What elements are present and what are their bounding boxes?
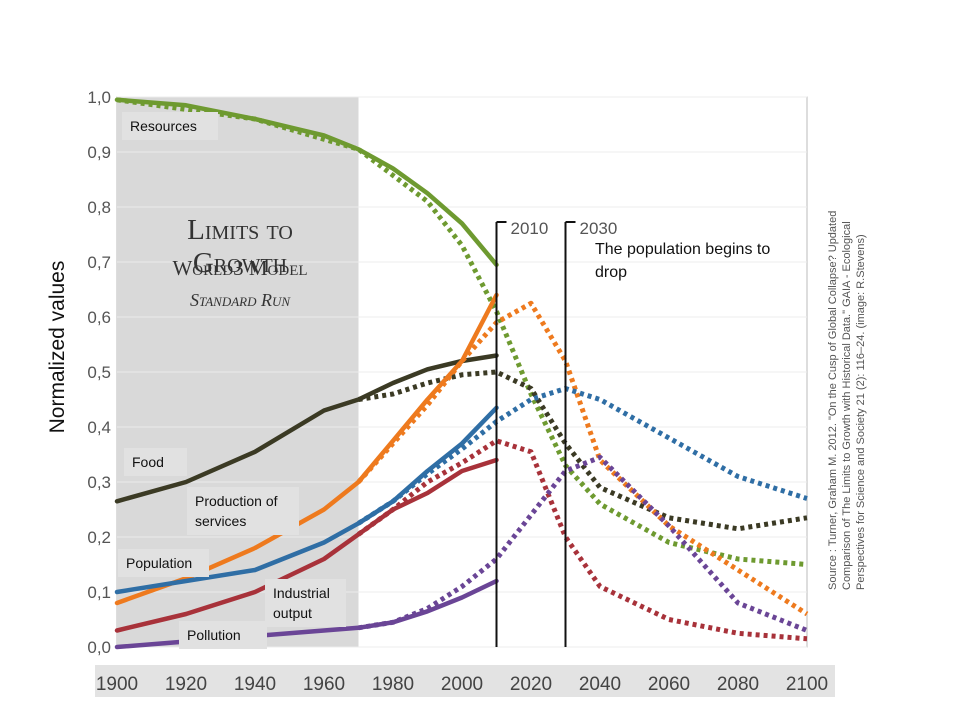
y-tick-label: 0,3 — [87, 473, 111, 492]
marker-label-2010: 2010 — [511, 219, 549, 238]
x-tick-label: 2100 — [786, 674, 828, 695]
x-tick-label: 1980 — [372, 674, 414, 695]
x-axis-strip — [95, 665, 835, 697]
y-axis-label: Normalized values — [46, 260, 69, 434]
x-tick-label: 1900 — [96, 674, 138, 695]
x-tick-label: 2020 — [510, 674, 552, 695]
x-tick-label: 2060 — [648, 674, 690, 695]
banner-run: Standard Run — [189, 290, 291, 310]
x-tick-label: 2040 — [579, 674, 621, 695]
y-tick-label: 0,2 — [87, 528, 111, 547]
x-tick-label: 2080 — [717, 674, 759, 695]
series-model-production-of-services — [356, 300, 809, 617]
series-observed-resources — [114, 97, 499, 268]
label-industrial-output: Industrial output — [265, 579, 346, 627]
banner-title: Limits to Growth — [187, 214, 293, 279]
label-production-services-text: Production of services — [195, 493, 278, 529]
label-production-services: Production of services — [187, 487, 299, 535]
series-observed-population — [114, 405, 499, 595]
series-lines — [114, 97, 809, 650]
y-tick-label: 0,8 — [87, 198, 111, 217]
series-observed-production-of-services — [114, 292, 499, 606]
x-tick-labels: 1900 1920 1940 1960 1980 2000 2020 2040 2060 2080… — [96, 674, 828, 695]
y-tick-label: 0,9 — [87, 143, 111, 162]
y-tick-label: 0,1 — [87, 583, 111, 602]
series-observed-industrial-output — [114, 457, 499, 633]
x-tick-label: 1960 — [303, 674, 345, 695]
x-tick-label: 1940 — [234, 674, 276, 695]
annotation-population-drop: The population begins to drop — [595, 241, 771, 281]
banner-model: World3 Model — [172, 256, 308, 280]
y-tick-labels: 0,0 0,1 0,2 0,3 0,4 0,5 0,6 0,7 0,8 0,9 1,0 — [87, 88, 111, 657]
y-tick-label: 1,0 — [87, 88, 111, 107]
y-tick-label: 0,6 — [87, 308, 111, 327]
label-food: Food — [124, 448, 187, 476]
y-tick-label: 0,7 — [87, 253, 111, 272]
series-observed-food — [114, 353, 499, 504]
marker-label-2030: 2030 — [580, 219, 618, 238]
series-model-industrial-output — [357, 438, 808, 642]
year-markers: 2010 2030 — [495, 219, 618, 647]
source-citation: Source : Turner, Graham M. 2012. "On the… — [827, 210, 867, 590]
label-population: Population — [118, 549, 209, 577]
grid-lines — [117, 96, 807, 648]
label-pollution: Pollution — [179, 621, 267, 649]
y-tick-label: 0,5 — [87, 363, 111, 382]
x-tick-label: 1920 — [165, 674, 207, 695]
y-tick-label: 0,4 — [87, 418, 111, 437]
series-model-food — [358, 369, 808, 532]
y-tick-label: 0,0 — [87, 638, 111, 657]
x-tick-label: 2000 — [441, 674, 483, 695]
label-resources: Resources — [122, 112, 218, 140]
